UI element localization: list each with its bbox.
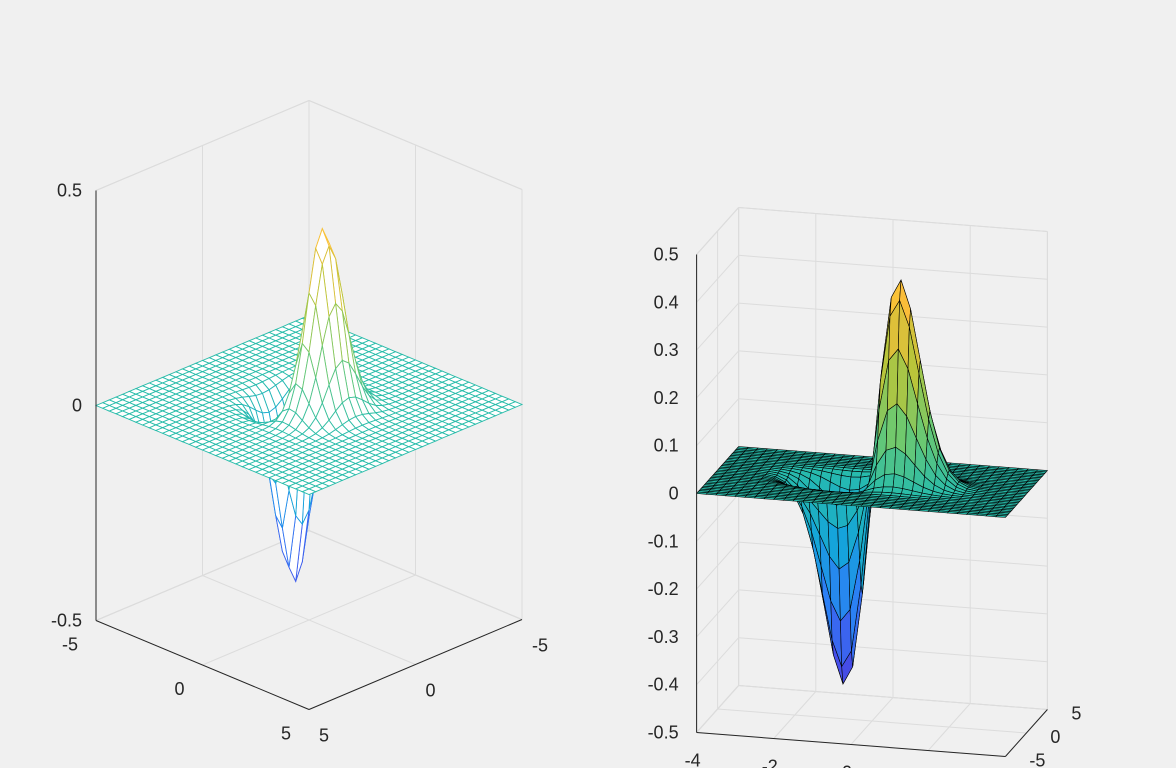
- z-tick-label: -0.1: [648, 531, 679, 551]
- surface-patch: [975, 513, 989, 517]
- grid-line: [738, 685, 1048, 710]
- y-tick-label: -5: [1029, 751, 1045, 768]
- grid-line: [738, 254, 1048, 280]
- y-tick-label: 5: [319, 726, 329, 746]
- surface-patch: [840, 502, 853, 506]
- x-tick-label: 0: [174, 679, 184, 699]
- z-tick-label: 0.3: [654, 340, 679, 360]
- surface-patch: [884, 446, 897, 475]
- grid-line: [696, 207, 739, 255]
- grid-line: [202, 575, 416, 665]
- grid-line: [738, 637, 1048, 663]
- surface-patch: [744, 495, 757, 499]
- surf-surface: [695, 278, 1049, 686]
- surface-patch: [879, 505, 892, 509]
- grid-line: [696, 493, 739, 542]
- grid-line: [696, 254, 739, 303]
- z-tick-label: 0.1: [654, 436, 679, 456]
- surface-patch: [898, 507, 911, 511]
- x-tick-label: 0: [842, 763, 852, 768]
- grid-line: [696, 350, 739, 399]
- surface-patch: [705, 492, 718, 496]
- grid-line: [696, 637, 739, 686]
- grid-line: [696, 685, 739, 733]
- surface-patch: [850, 470, 863, 478]
- surf-plot-right: -0.5 -0.4 -0.3 -0.2 -0.1 0 0.1 0.2 0.3 0.4 0.5 -4 -2…: [648, 207, 1081, 768]
- y-tick-label: -5: [532, 636, 548, 656]
- y-tick-label: 5: [1071, 704, 1081, 724]
- surface-patch: [837, 524, 850, 570]
- surface-patch: [821, 501, 834, 505]
- grid-line: [95, 530, 310, 621]
- z-tick-label: 0.5: [654, 245, 679, 265]
- grid-line: [696, 541, 739, 590]
- grid-line: [696, 302, 739, 351]
- mesh-cell: [301, 488, 317, 495]
- z-tick-label: -0.5: [51, 611, 82, 631]
- grid-line: [738, 541, 1048, 567]
- x-tick-label: 5: [281, 724, 291, 744]
- surface-patch: [836, 503, 848, 529]
- surface-patch: [724, 493, 738, 497]
- surface-patch: [937, 510, 950, 514]
- x-axis-line: [696, 732, 1006, 757]
- grid-line: [95, 100, 310, 191]
- mesh-surface: [94, 227, 524, 583]
- grid-line: [308, 530, 523, 620]
- y-axis-line: [1005, 709, 1048, 757]
- grid-line: [696, 589, 739, 638]
- grid-line: [738, 589, 1048, 615]
- grid-line: [308, 100, 523, 190]
- x-tick-label: -4: [685, 751, 701, 768]
- z-tick-label: 0.5: [57, 181, 82, 201]
- y-tick-label: 0: [426, 681, 436, 701]
- grid-line: [696, 398, 739, 447]
- z-tick-label: -0.2: [648, 579, 679, 599]
- z-tick-label: -0.3: [648, 627, 679, 647]
- z-tick-label: 0: [72, 396, 82, 416]
- mesh-plot-left: -0.5 0 0.5 -5 0 5 -5 0 5: [51, 100, 548, 746]
- surface-patch: [917, 508, 931, 512]
- surface-patch: [883, 473, 895, 488]
- grid-line: [717, 708, 1027, 734]
- surface-patch: [802, 499, 815, 503]
- z-tick-label: 0: [669, 484, 679, 504]
- surface-patch: [885, 403, 898, 451]
- surface-patch: [995, 514, 1008, 518]
- surface-patch: [763, 496, 776, 500]
- z-tick-label: 0.4: [654, 292, 679, 312]
- surface-patch: [849, 476, 861, 491]
- y-axis-line: [308, 619, 523, 710]
- z-tick-label: -0.5: [648, 723, 679, 743]
- x-tick-label: -5: [62, 635, 78, 655]
- x-tick-label: -2: [762, 757, 778, 768]
- grid-line: [738, 207, 1048, 232]
- surface-patch: [956, 511, 969, 515]
- surface-patch: [881, 486, 894, 494]
- z-tick-label: 0.2: [654, 388, 679, 408]
- x-axis-line: [95, 620, 310, 710]
- surface-patch: [782, 498, 796, 502]
- z-tick-label: -0.4: [648, 675, 679, 695]
- y-tick-label: 0: [1050, 727, 1060, 747]
